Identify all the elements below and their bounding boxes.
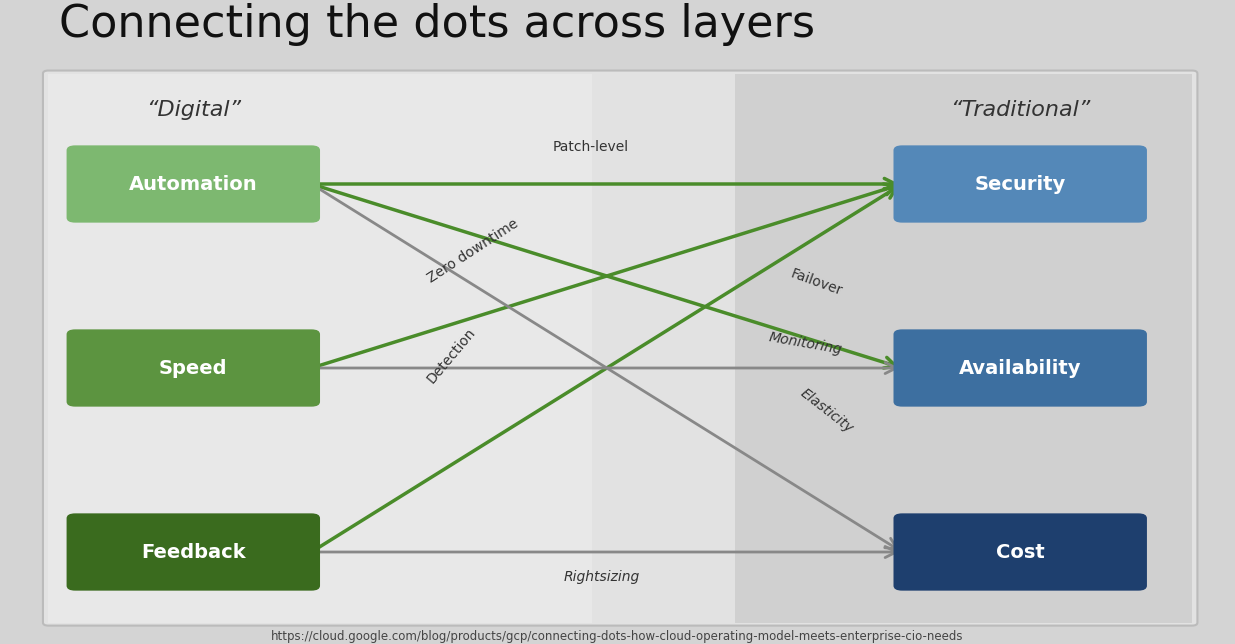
FancyBboxPatch shape [67, 329, 320, 406]
FancyBboxPatch shape [67, 146, 320, 223]
Text: Detection: Detection [424, 325, 478, 386]
FancyBboxPatch shape [735, 73, 1192, 623]
Text: Monitoring: Monitoring [768, 330, 844, 357]
Text: “Traditional”: “Traditional” [950, 100, 1091, 120]
Text: Zero downtime: Zero downtime [425, 217, 520, 286]
FancyBboxPatch shape [893, 513, 1147, 591]
Text: Availability: Availability [958, 359, 1082, 377]
Text: Security: Security [974, 175, 1066, 193]
Text: Rightsizing: Rightsizing [563, 569, 640, 583]
Text: Failover: Failover [788, 267, 844, 298]
Text: Elasticity: Elasticity [798, 386, 856, 436]
FancyBboxPatch shape [67, 513, 320, 591]
Text: Feedback: Feedback [141, 542, 246, 562]
Text: Cost: Cost [995, 542, 1045, 562]
Text: https://cloud.google.com/blog/products/gcp/connecting-dots-how-cloud-operating-m: https://cloud.google.com/blog/products/g… [272, 630, 963, 643]
FancyBboxPatch shape [48, 73, 592, 623]
Text: Connecting the dots across layers: Connecting the dots across layers [59, 3, 815, 46]
Text: Automation: Automation [128, 175, 258, 193]
FancyBboxPatch shape [893, 329, 1147, 406]
Text: “Digital”: “Digital” [146, 100, 241, 120]
Text: Speed: Speed [159, 359, 227, 377]
FancyBboxPatch shape [893, 146, 1147, 223]
Text: Patch-level: Patch-level [552, 140, 629, 154]
FancyBboxPatch shape [43, 71, 1198, 625]
